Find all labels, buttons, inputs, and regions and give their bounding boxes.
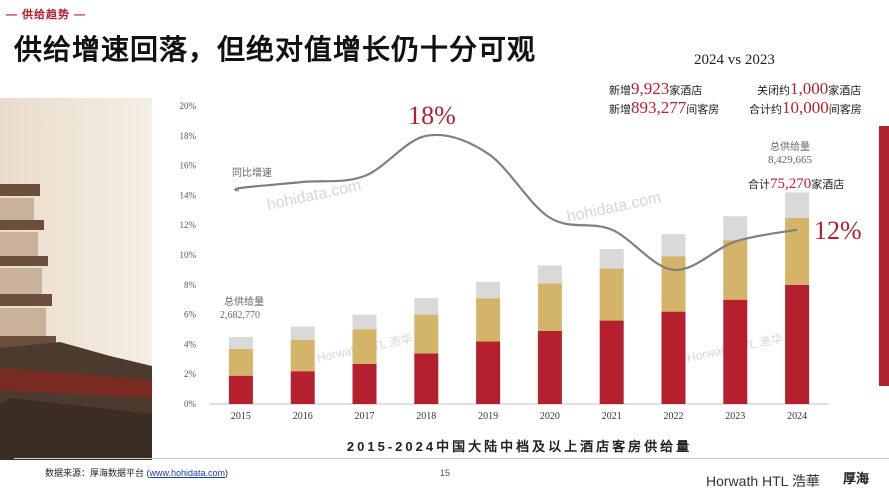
end-total-value: 8,429,665: [768, 154, 813, 166]
new-hotels-suffix: 家酒店: [669, 85, 703, 97]
bar-segment: [228, 348, 253, 376]
source-link[interactable]: www.hohidata.com: [149, 468, 226, 478]
y-tick-label: 6%: [184, 310, 197, 320]
bar-segment: [785, 192, 810, 218]
y-tick-label: 0%: [184, 399, 197, 409]
y-tick-label: 20%: [180, 101, 197, 111]
y-tick-label: 4%: [184, 339, 197, 349]
closed-hotels-value: 1,000: [790, 79, 829, 98]
y-tick-label: 10%: [180, 250, 197, 260]
end-hotels-text: 合计75,270家酒店: [748, 176, 844, 192]
chart-title: 2015-2024中国大陆中档及以上酒店客房供给量: [346, 439, 693, 454]
end-total-label: 总供给量: [770, 140, 810, 153]
bar-segment: [537, 330, 562, 404]
page-number: 15: [440, 468, 451, 478]
bar-segment: [723, 216, 748, 241]
x-tick-label: 2024: [787, 411, 807, 422]
bar-segment: [723, 240, 748, 300]
x-tick-label: 2020: [540, 411, 560, 422]
bar-segment: [290, 371, 315, 404]
bar-segment: [290, 339, 315, 372]
comparison-label: 2024 vs 2023: [694, 52, 775, 68]
closed-hotels-suffix: 家酒店: [828, 85, 862, 97]
source-suffix: ): [225, 468, 229, 478]
yoy-label: 同比增速: [232, 166, 272, 179]
closed-hotels-prefix: 关闭约: [757, 85, 790, 97]
x-tick-label: 2018: [416, 411, 436, 422]
bar-segment: [661, 311, 686, 404]
y-tick-label: 8%: [184, 280, 197, 290]
pagoda-photo: [0, 98, 152, 460]
closed-hotels-stat: 关闭约1,000家酒店: [757, 79, 861, 99]
end-hotels-value: 75,270: [770, 176, 811, 192]
bar-segment: [537, 265, 562, 284]
closed-rooms-stat: 合计约10,000间客房: [749, 98, 862, 118]
page-title: 供给增速回落，但绝对值增长仍十分可观: [14, 33, 537, 66]
y-tick-label: 18%: [180, 131, 197, 141]
yoy-growth-line: [234, 133, 798, 272]
bar-segment: [476, 341, 501, 404]
end-growth-label: 12%: [814, 216, 862, 245]
x-tick-label: 2023: [725, 411, 745, 422]
bar-segment: [537, 283, 562, 331]
new-hotels-value: 9,923: [631, 79, 670, 98]
source-prefix: 数据来源：厚海数据平台 (: [45, 468, 150, 478]
start-total-value: 2,682,770: [220, 310, 260, 321]
bar-segment: [785, 217, 810, 285]
bar-segment: [352, 314, 377, 330]
closed-rooms-suffix: 间客房: [828, 104, 862, 116]
end-hotels-prefix: 合计: [748, 177, 770, 191]
bar-segment: [228, 375, 253, 404]
x-tick-label: 2015: [231, 411, 251, 422]
bar-segment: [599, 249, 624, 269]
bar-segment: [723, 299, 748, 404]
bar-segment: [599, 320, 624, 404]
bar-segment: [661, 234, 686, 257]
new-hotels-stat: 新增9,923家酒店: [609, 79, 702, 99]
new-hotels-prefix: 新增: [609, 85, 631, 97]
closed-rooms-value: 10,000: [782, 98, 829, 117]
bar-segment: [414, 353, 439, 404]
watermark-text: hohidata.com: [265, 177, 362, 214]
start-total-label: 总供给量: [224, 295, 264, 308]
bar-segment: [352, 329, 377, 364]
bar-segment: [476, 281, 501, 299]
closed-rooms-prefix: 合计约: [749, 104, 782, 116]
x-tick-label: 2016: [293, 411, 313, 422]
new-rooms-prefix: 新增: [609, 104, 631, 116]
section-tag: — 供给趋势 —: [6, 9, 87, 21]
bar-segment: [661, 256, 686, 312]
new-rooms-value: 893,277: [631, 98, 687, 117]
bar-segment: [599, 268, 624, 321]
horwath-logo: Horwath HTL 浩華: [706, 473, 820, 489]
footer-divider: [14, 458, 889, 459]
x-tick-label: 2021: [602, 411, 622, 422]
bar-segment: [290, 326, 315, 340]
accent-bar: [879, 126, 889, 386]
x-tick-label: 2022: [664, 411, 684, 422]
end-hotels-suffix: 家酒店: [811, 177, 844, 191]
y-tick-label: 12%: [180, 220, 197, 230]
peak-growth-label: 18%: [408, 101, 456, 130]
bar-segment: [414, 298, 439, 315]
hohidata-logo: 厚海: [843, 471, 870, 486]
bar-segment: [785, 284, 810, 404]
y-tick-label: 2%: [184, 369, 197, 379]
x-tick-label: 2019: [478, 411, 498, 422]
bar-segment: [414, 314, 439, 354]
new-rooms-stat: 新增893,277间客房: [609, 98, 719, 118]
new-rooms-suffix: 间客房: [686, 104, 720, 116]
bar-segment: [352, 363, 377, 404]
bar-segment: [476, 298, 501, 342]
data-source: 数据来源：厚海数据平台 (www.hohidata.com): [45, 466, 228, 479]
y-tick-label: 16%: [180, 161, 197, 171]
watermark-text: hohidata.com: [565, 189, 662, 226]
y-tick-label: 14%: [180, 190, 197, 200]
x-tick-label: 2017: [355, 411, 375, 422]
bar-segment: [228, 336, 253, 349]
